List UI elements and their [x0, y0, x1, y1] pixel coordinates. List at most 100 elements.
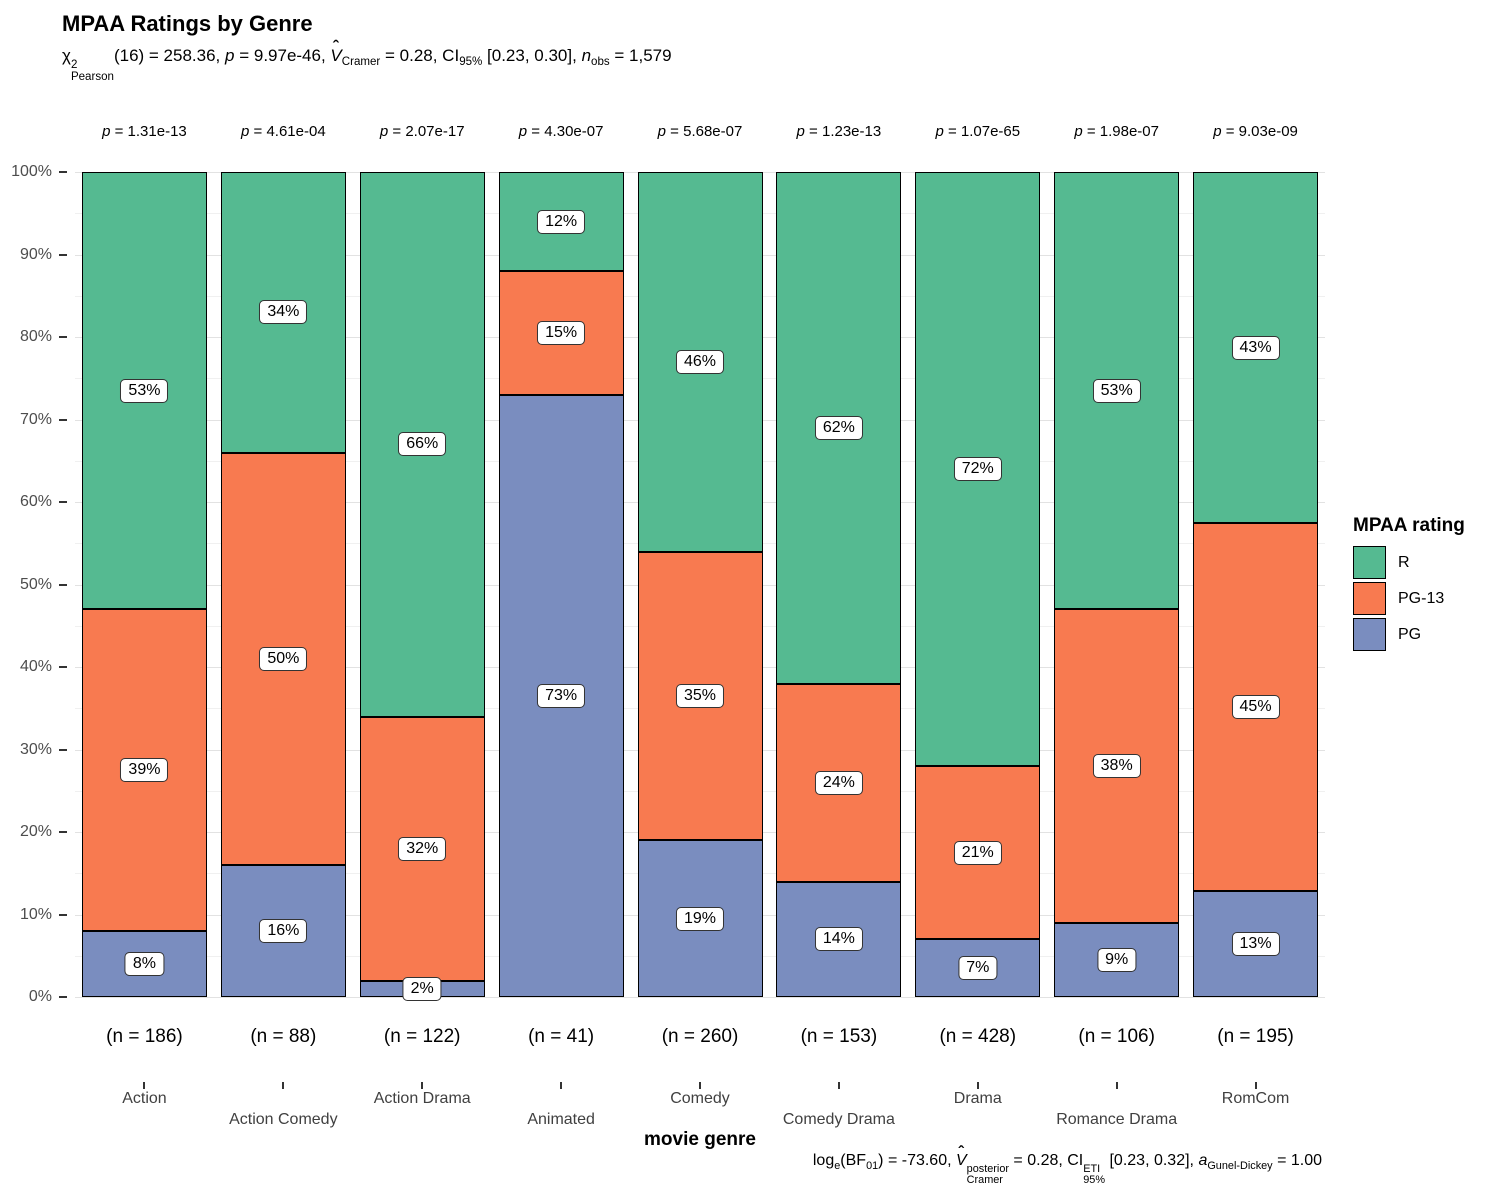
x-category-label: Romance Drama	[1056, 1111, 1178, 1128]
n-observations-label: (n = 428)	[939, 1026, 1017, 1047]
legend-item-label: PG	[1398, 625, 1422, 643]
y-tick-label: 30%	[19, 740, 52, 758]
y-axis-tick	[59, 748, 67, 751]
x-category-label: Animated	[527, 1111, 595, 1128]
n-observations-label: (n = 260)	[661, 1026, 739, 1047]
x-category-label: RomCom	[1221, 1090, 1290, 1107]
x-axis-tick	[837, 1082, 840, 1089]
y-tick-label: 100%	[11, 163, 52, 180]
y-tick-label: 20%	[19, 823, 52, 840]
legend-item-label: PG-13	[1398, 589, 1445, 607]
legend-swatch-pg	[1353, 618, 1386, 651]
segment-percent-label: 21%	[953, 840, 1002, 865]
gridline-major	[75, 997, 1325, 998]
segment-percent-label: 24%	[814, 770, 863, 795]
n-observations-label: (n = 195)	[1217, 1026, 1294, 1047]
p-value-label: p = 9.03e-09	[1213, 123, 1298, 140]
y-tick-label: 90%	[19, 245, 52, 263]
segment-percent-label: 15%	[537, 320, 586, 345]
y-tick-label: 10%	[19, 905, 52, 923]
x-category-label: Comedy Drama	[782, 1111, 895, 1128]
y-tick-label: 50%	[19, 575, 52, 593]
n-observations-label: (n = 88)	[250, 1026, 317, 1047]
legend-title: MPAA rating	[1353, 515, 1465, 536]
segment-percent-label: 53%	[1092, 378, 1141, 403]
legend-swatch-pg-13	[1353, 582, 1386, 615]
p-value-label: p = 5.68e-07	[657, 123, 743, 140]
segment-percent-label: 2%	[402, 976, 442, 1001]
segment-percent-label: 16%	[259, 919, 308, 943]
segment-percent-label: 73%	[537, 683, 586, 708]
segment-percent-label: 34%	[259, 300, 308, 325]
y-axis-tick	[59, 913, 67, 916]
segment-percent-label: 32%	[398, 836, 447, 861]
segment-percent-label: 35%	[675, 683, 725, 708]
x-axis-tick	[143, 1082, 146, 1089]
n-observations-label: (n = 41)	[528, 1026, 595, 1047]
segment-percent-label: 46%	[675, 349, 725, 374]
y-tick-label: 80%	[19, 328, 52, 345]
bar-segment-pg-13	[915, 766, 1041, 940]
p-value-label: p = 1.98e-07	[1074, 123, 1159, 140]
chart-title: MPAA Ratings by Genre	[62, 11, 313, 36]
n-observations-label: (n = 122)	[383, 1026, 461, 1047]
x-category-label: Action Drama	[373, 1090, 471, 1107]
segment-percent-label: 43%	[1231, 335, 1280, 360]
y-tick-label: 40%	[19, 658, 52, 675]
x-axis-tick	[699, 1082, 701, 1089]
x-category-label: Drama	[953, 1090, 1002, 1107]
x-category-label: Action	[122, 1090, 167, 1107]
y-axis-tick	[59, 583, 67, 586]
segment-percent-label: 66%	[398, 432, 447, 457]
segment-percent-label: 9%	[1097, 947, 1137, 972]
segment-percent-label: 12%	[537, 209, 586, 234]
x-axis-tick	[976, 1082, 979, 1089]
segment-percent-label: 39%	[120, 758, 169, 783]
segment-percent-label: 13%	[1231, 931, 1280, 956]
segment-percent-label: 8%	[124, 952, 164, 976]
p-value-label: p = 2.07e-17	[379, 123, 465, 140]
p-value-label: p = 1.31e-13	[102, 123, 187, 140]
x-axis-title: movie genre	[644, 1129, 756, 1150]
legend-swatch-r	[1353, 546, 1386, 579]
p-value-label: p = 4.30e-07	[518, 123, 604, 140]
y-axis-tick	[59, 831, 67, 833]
x-category-label: Comedy	[670, 1090, 730, 1107]
x-axis-tick	[1254, 1082, 1257, 1089]
segment-percent-label: 53%	[120, 378, 169, 403]
segment-percent-label: 14%	[814, 927, 863, 952]
x-axis-tick	[282, 1082, 285, 1089]
segment-percent-label: 62%	[814, 415, 863, 440]
segment-percent-label: 19%	[675, 906, 725, 931]
p-value-label: p = 4.61e-04	[241, 123, 326, 140]
n-observations-label: (n = 153)	[800, 1026, 878, 1047]
p-value-label: p = 1.23e-13	[796, 123, 882, 140]
x-axis-tick	[560, 1082, 563, 1089]
n-observations-label: (n = 186)	[106, 1026, 183, 1047]
y-axis-tick	[59, 418, 67, 421]
x-axis-tick	[1115, 1082, 1118, 1089]
segment-percent-label: 38%	[1092, 754, 1141, 778]
y-axis-tick	[59, 171, 67, 173]
y-tick-label: 60%	[19, 493, 52, 510]
x-category-label: Action Comedy	[229, 1111, 338, 1128]
p-value-label: p = 1.07e-65	[935, 123, 1021, 140]
y-tick-label: 0%	[28, 988, 52, 1005]
x-axis-tick	[421, 1082, 424, 1089]
legend-item-label: R	[1398, 553, 1410, 571]
y-axis-tick	[59, 501, 67, 503]
y-axis-tick	[59, 336, 67, 338]
segment-percent-label: 7%	[958, 956, 998, 981]
segment-percent-label: 45%	[1231, 695, 1280, 720]
y-axis-tick	[59, 996, 67, 998]
y-tick-label: 70%	[19, 410, 52, 428]
y-axis-tick	[59, 666, 67, 668]
y-axis-tick	[59, 253, 67, 256]
segment-percent-label: 72%	[953, 457, 1002, 481]
segment-percent-label: 50%	[259, 646, 308, 671]
bar-segment-r	[498, 172, 624, 271]
n-observations-label: (n = 106)	[1078, 1026, 1155, 1047]
